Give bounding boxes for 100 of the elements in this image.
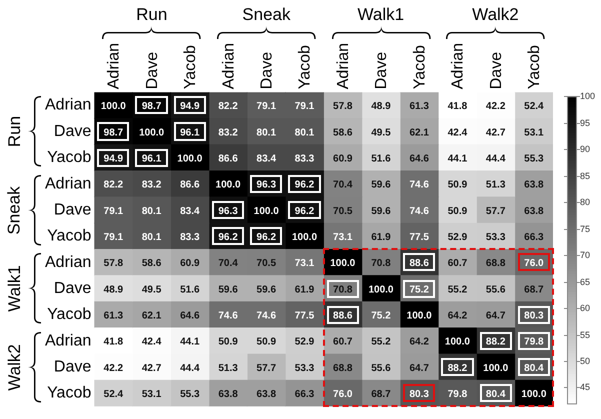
text: Walk1 xyxy=(357,5,404,24)
data-label: 96.2 xyxy=(256,232,276,243)
data-label: 88.6 xyxy=(409,258,430,270)
y-tick-label: Adrian xyxy=(45,332,92,350)
data-label: 82.2 xyxy=(104,180,124,191)
data-label: 80.1 xyxy=(294,127,315,138)
data-label: 50.9 xyxy=(218,336,238,348)
color-bar-label: 70 xyxy=(580,250,590,260)
data-label: 53.3 xyxy=(294,362,315,374)
x-tick-label: Adrian xyxy=(220,43,238,90)
color-bar-label: 55 xyxy=(580,330,590,340)
x-tick-label: Adrian xyxy=(106,43,123,90)
data-label: 63.8 xyxy=(256,389,276,400)
data-label: 96.2 xyxy=(294,206,315,217)
data-label: 75.2 xyxy=(409,284,430,296)
data-label: 70.8 xyxy=(371,258,392,270)
data-label: 44.1 xyxy=(448,153,468,164)
data-label: 52.9 xyxy=(294,336,315,348)
data-label: 42.7 xyxy=(142,362,162,374)
data-label: 58.6 xyxy=(333,127,353,138)
color-bar-label: 75 xyxy=(580,224,590,234)
data-label: 42.2 xyxy=(486,101,506,112)
data-label: 64.2 xyxy=(448,310,468,322)
data-label: 57.7 xyxy=(256,362,276,374)
data-label: 48.9 xyxy=(371,101,392,112)
data-label: 100.0 xyxy=(444,336,470,348)
data-label: 74.6 xyxy=(256,310,276,322)
text: Sneak xyxy=(242,5,290,24)
data-label: 62.1 xyxy=(409,127,430,138)
text: Walk2 xyxy=(4,344,24,390)
data-label: 63.8 xyxy=(524,206,544,217)
x-tick-label: Yacob xyxy=(526,44,544,90)
data-label: 64.6 xyxy=(409,153,430,164)
y-tick-label: Adrian xyxy=(45,254,92,271)
data-label: 80.4 xyxy=(524,362,544,374)
data-label: 73.1 xyxy=(333,232,353,243)
data-label: 52.9 xyxy=(448,232,468,243)
y-tick-label: Yacob xyxy=(47,228,92,245)
data-label: 98.7 xyxy=(142,101,162,112)
data-label: 74.6 xyxy=(409,206,430,217)
data-label: 74.6 xyxy=(409,180,430,191)
data-label: 59.6 xyxy=(371,206,392,217)
data-label: 50.9 xyxy=(448,206,468,217)
data-label: 59.6 xyxy=(218,284,238,296)
x-tick-label: Adrian xyxy=(450,43,467,90)
data-label: 83.3 xyxy=(294,153,315,164)
data-label: 70.4 xyxy=(218,258,238,270)
data-label: 79.1 xyxy=(104,206,124,217)
data-label: 68.8 xyxy=(333,362,353,374)
color-bar-label: 60 xyxy=(580,302,590,313)
x-tick-label: Yacob xyxy=(411,44,428,90)
data-label: 100.0 xyxy=(177,153,203,164)
data-label: 88.6 xyxy=(333,310,353,322)
data-label: 74.6 xyxy=(218,310,238,322)
data-label: 100.0 xyxy=(330,258,356,270)
data-label: 80.4 xyxy=(486,389,506,400)
data-label: 79.8 xyxy=(524,336,544,348)
data-label: 59.6 xyxy=(371,180,392,191)
data-label: 48.9 xyxy=(104,284,124,296)
data-label: 96.1 xyxy=(180,127,200,138)
y-tick-label: Dave xyxy=(54,201,92,218)
data-label: 50.9 xyxy=(256,336,276,348)
data-label: 60.9 xyxy=(333,153,353,164)
data-label: 55.2 xyxy=(371,336,392,348)
data-label: 68.8 xyxy=(486,258,506,270)
data-label: 57.7 xyxy=(486,206,506,217)
data-label: 80.3 xyxy=(409,389,430,400)
data-label: 44.1 xyxy=(180,336,200,348)
data-label: 57.8 xyxy=(333,101,353,112)
data-label: 52.4 xyxy=(104,389,124,400)
data-label: 83.3 xyxy=(180,232,200,243)
data-label: 50.9 xyxy=(448,180,468,191)
data-label: 75.2 xyxy=(371,310,392,322)
data-label: 80.1 xyxy=(142,232,162,243)
data-label: 96.3 xyxy=(256,180,276,191)
data-label: 64.7 xyxy=(486,310,506,322)
data-label: 55.2 xyxy=(448,284,468,296)
data-label: 70.5 xyxy=(256,258,276,270)
data-label: 100.0 xyxy=(254,206,280,217)
text: Run xyxy=(4,116,24,148)
data-label: 44.4 xyxy=(180,362,200,374)
data-label: 96.2 xyxy=(218,232,238,243)
data-label: 61.9 xyxy=(371,232,392,243)
data-label: 41.8 xyxy=(448,101,468,112)
text: Walk1 xyxy=(4,265,24,312)
data-label: 63.8 xyxy=(524,180,544,191)
y-tick-label: Adrian xyxy=(45,96,92,114)
x-tick-label: Yacob xyxy=(182,44,200,90)
data-label: 64.7 xyxy=(409,362,430,374)
y-tick-label: Yacob xyxy=(47,149,92,166)
data-label: 96.2 xyxy=(294,180,315,191)
data-label: 79.1 xyxy=(256,101,276,112)
data-label: 63.8 xyxy=(218,389,238,400)
data-label: 61.9 xyxy=(294,284,315,296)
data-label: 55.3 xyxy=(524,153,544,164)
data-label: 52.4 xyxy=(524,101,544,112)
x-tick-label: Dave xyxy=(373,52,390,90)
data-label: 42.4 xyxy=(142,336,162,348)
data-label: 79.1 xyxy=(104,232,124,243)
data-label: 76.0 xyxy=(333,389,353,400)
